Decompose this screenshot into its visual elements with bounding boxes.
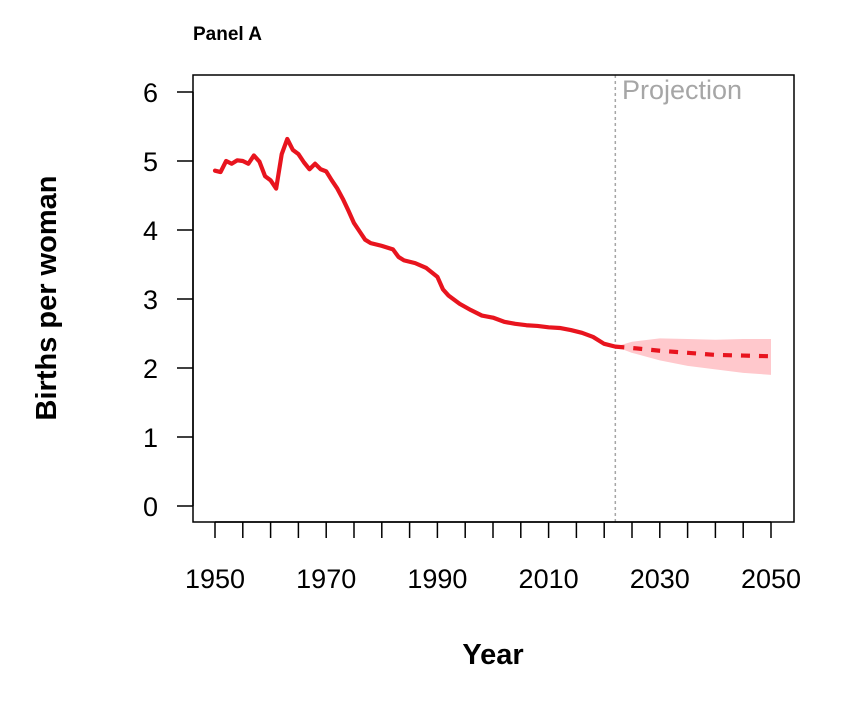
x-axis-title: Year	[462, 639, 523, 671]
series-line-layer	[212, 136, 772, 359]
y-tick-label-6: 6	[143, 78, 158, 108]
plot-frame	[192, 74, 795, 523]
projection-line	[615, 344, 772, 359]
y-tick-label-2: 2	[143, 354, 158, 384]
x-axis: 1950 1970 1990 2010 2030 2050	[185, 521, 801, 594]
y-tick-label-4: 4	[143, 216, 158, 246]
x-tick-label-2030: 2030	[630, 564, 690, 594]
panel-title: Panel A	[193, 24, 262, 45]
x-tick-label-1970: 1970	[296, 564, 356, 594]
y-tick-label-5: 5	[143, 147, 158, 177]
x-tick-label-1990: 1990	[407, 564, 467, 594]
y-axis-title: Births per woman	[31, 176, 63, 421]
y-tick-label-3: 3	[143, 285, 158, 315]
historical-line	[212, 136, 618, 349]
x-tick-label-2010: 2010	[519, 564, 579, 594]
projection-label: Projection	[622, 75, 742, 105]
x-tick-label-1950: 1950	[185, 564, 245, 594]
x-tick-label-2050: 2050	[741, 564, 801, 594]
y-axis: 0 1 2 3 4 5 6	[143, 78, 194, 522]
projection-band	[615, 338, 771, 375]
y-tick-label-1: 1	[143, 423, 158, 453]
projection-band-layer	[615, 338, 771, 375]
y-tick-label-0: 0	[143, 492, 158, 522]
